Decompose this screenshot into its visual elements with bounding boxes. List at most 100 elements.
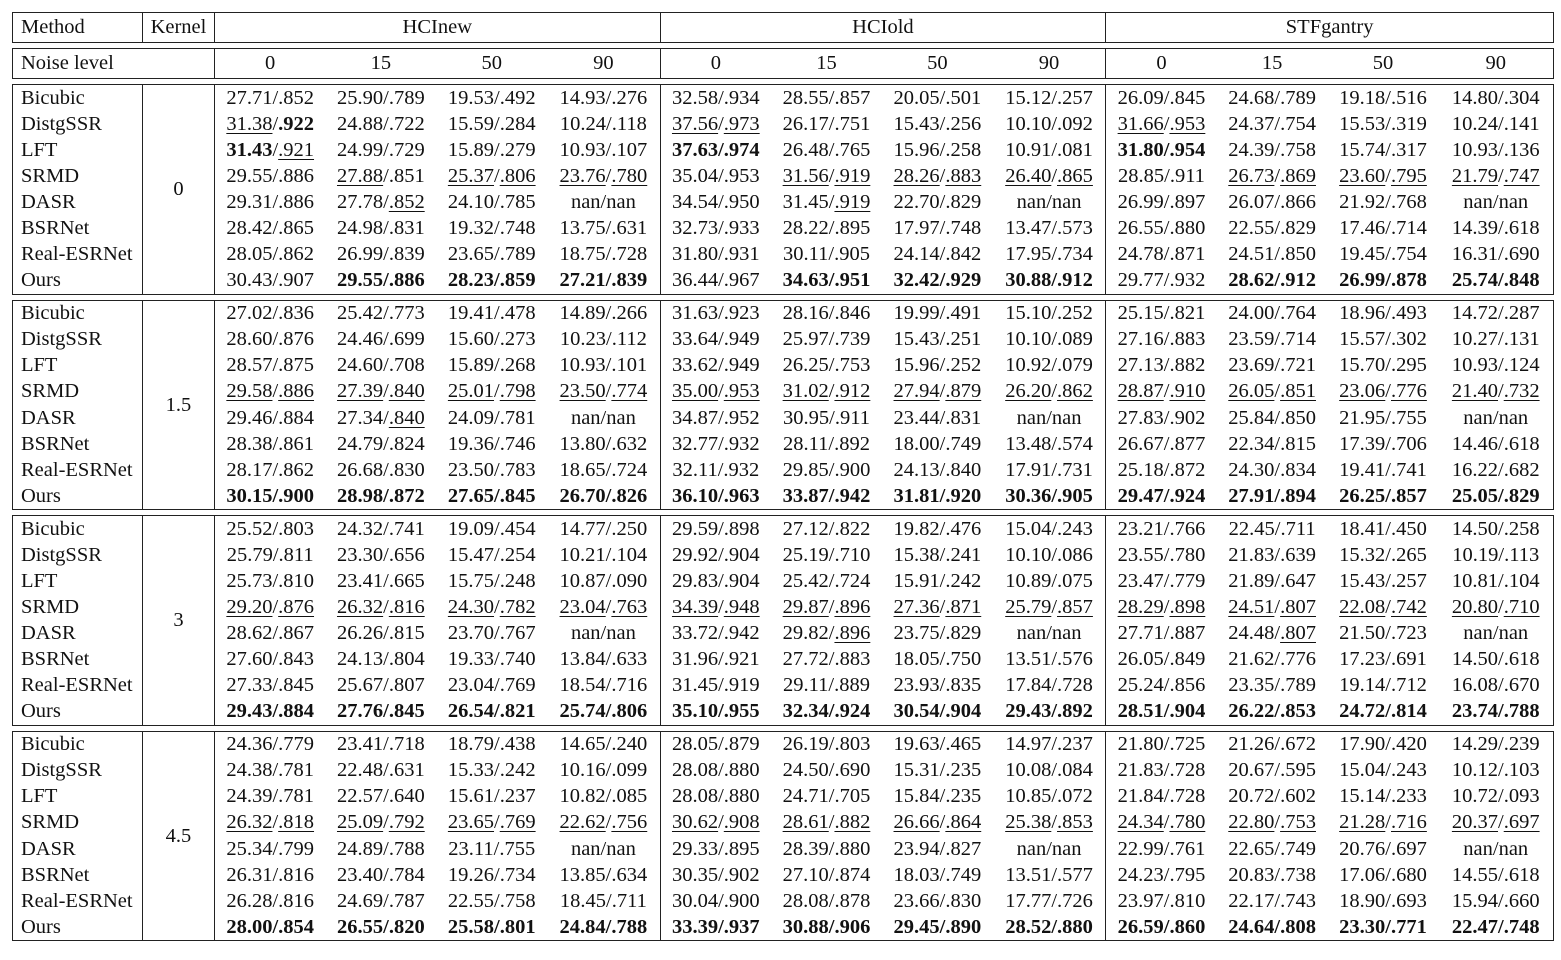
metric-separator: /: [1385, 648, 1391, 671]
ssim-value: .895: [834, 217, 871, 240]
ssim-value: .792: [388, 811, 425, 834]
metric-cell: 23.47/.779: [1106, 568, 1217, 594]
ssim-value: .749: [945, 863, 982, 886]
psnr-value: 26.40: [1005, 164, 1052, 187]
ssim-value: .754: [1280, 112, 1316, 135]
metric-separator: /: [605, 269, 612, 292]
ssim-value: .904: [1169, 700, 1206, 723]
psnr-value: 25.74: [559, 700, 606, 723]
psnr-value: 14.29: [1451, 733, 1499, 756]
ssim-value: .860: [1169, 915, 1206, 938]
psnr-value: 24.99: [336, 138, 384, 161]
ssim-value: .906: [834, 915, 871, 938]
ssim-value: .753: [1280, 811, 1316, 834]
psnr-value: 22.57: [336, 785, 384, 808]
ssim-value: .639: [1280, 543, 1316, 566]
psnr-value: 10.10: [1005, 328, 1052, 351]
psnr-value: 31.02: [782, 380, 829, 403]
psnr-value: 28.62: [1228, 269, 1275, 292]
psnr-value: 24.89: [336, 837, 384, 860]
metric-cell: 21.84/.728: [1106, 783, 1217, 809]
metric-separator: /: [383, 354, 389, 377]
ssim-value: .072: [1057, 785, 1093, 808]
metric-cell: 29.87/.896: [771, 594, 882, 620]
ssim-value: .776: [1280, 648, 1316, 671]
ssim-value: .911: [834, 406, 870, 429]
nan-value: nan/nan: [570, 406, 636, 429]
metric-separator: /: [1274, 191, 1281, 214]
metric-separator: /: [383, 380, 389, 403]
ssim-value: .235: [945, 759, 982, 782]
ssim-value: .973: [723, 112, 760, 135]
psnr-value: 32.11: [672, 458, 718, 481]
method-name: BSRNet: [12, 215, 143, 242]
metric-separator: /: [718, 406, 724, 429]
ssim-value: .878: [1391, 269, 1427, 292]
ssim-value: .781: [278, 759, 315, 782]
metric-cell: nan/nan: [1438, 404, 1555, 431]
psnr-value: 24.30: [1228, 458, 1275, 481]
ssim-value: .795: [1391, 164, 1427, 187]
psnr-value: 10.19: [1452, 543, 1499, 566]
metric-cell: 17.90/.420: [1327, 730, 1439, 758]
psnr-value: 21.95: [1339, 406, 1386, 429]
metric-separator: /: [272, 622, 279, 645]
metric-cell: 34.39/.948: [660, 594, 771, 620]
psnr-value: 28.52: [1005, 915, 1052, 938]
ssim-value: .631: [388, 759, 425, 782]
metric-separator: /: [272, 543, 279, 566]
metric-cell: 23.41/.718: [325, 730, 437, 758]
metric-separator: /: [1163, 243, 1170, 266]
metric-cell: 18.65/.724: [547, 457, 661, 484]
psnr-value: 28.55: [782, 86, 829, 109]
psnr-value: 28.05: [226, 243, 273, 266]
metric-separator: /: [383, 432, 389, 455]
psnr-value: 26.32: [336, 595, 384, 618]
ssim-value: .919: [834, 191, 871, 214]
metric-separator: /: [1163, 328, 1170, 351]
metric-separator: /: [605, 432, 612, 455]
metric-separator: /: [272, 432, 279, 455]
psnr-value: 24.51: [1228, 595, 1275, 618]
ssim-value: .880: [834, 837, 871, 860]
psnr-value: 20.67: [1228, 759, 1275, 782]
ssim-value: .950: [723, 191, 760, 214]
metric-cell: 31.45/.919: [660, 673, 771, 699]
metric-separator: /: [1163, 595, 1170, 618]
ssim-value: .898: [1169, 595, 1206, 618]
metric-cell: 24.09/.781: [436, 405, 547, 431]
metric-separator: /: [1385, 569, 1391, 592]
metric-cell: 24.89/.788: [325, 836, 436, 862]
metric-cell: 19.41/.478: [436, 299, 548, 327]
metric-separator: /: [1163, 622, 1170, 645]
metric-separator: /: [1274, 86, 1281, 109]
metric-cell: 15.43/.251: [882, 326, 993, 352]
psnr-value: 10.08: [1005, 759, 1052, 782]
ssim-value: .799: [278, 837, 315, 860]
metric-cell: 10.19/.113: [1438, 541, 1555, 568]
ssim-value: .731: [1057, 458, 1093, 481]
psnr-value: 18.41: [1339, 517, 1386, 540]
metric-separator: /: [272, 700, 279, 723]
metric-cell: 13.84/.633: [547, 646, 661, 673]
psnr-value: 27.91: [1228, 484, 1275, 507]
ssim-value: .766: [1169, 517, 1206, 540]
metric-separator: /: [494, 354, 500, 377]
psnr-value: 33.62: [671, 354, 719, 377]
method-name: BSRNet: [12, 861, 143, 889]
metric-separator: /: [1498, 484, 1504, 507]
metric-separator: /: [828, 86, 835, 109]
ssim-value: .714: [1391, 217, 1427, 240]
metric-separator: /: [494, 243, 500, 266]
metric-separator: /: [1385, 164, 1391, 187]
table-row: DistgSSR 24.38/.781 22.48/.631 15.33/.242 10…: [12, 757, 1555, 784]
metric-separator: /: [1163, 517, 1170, 540]
method-name: DASR: [12, 835, 143, 862]
ssim-value: .742: [1391, 595, 1427, 618]
ssim-value: .869: [1280, 164, 1316, 187]
method-name: DistgSSR: [12, 110, 143, 137]
ssim-value: .900: [278, 484, 315, 507]
metric-cell: 34.87/.952: [660, 405, 771, 431]
method-name: LFT: [12, 136, 143, 164]
metric-cell: 24.78/.871: [1106, 242, 1217, 268]
